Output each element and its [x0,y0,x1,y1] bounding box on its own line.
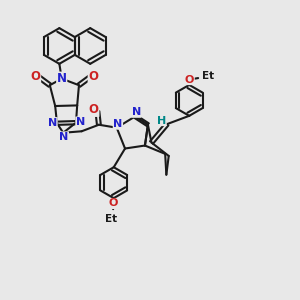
Text: O: O [88,70,98,83]
Text: N: N [59,132,68,142]
Text: Et: Et [202,71,214,81]
Text: O: O [109,199,118,208]
Text: N: N [57,72,67,85]
Text: N: N [48,118,57,128]
Text: N: N [113,119,122,129]
Text: O: O [185,75,194,85]
Text: N: N [76,117,85,127]
Text: N: N [132,107,141,117]
Text: O: O [89,103,99,116]
Text: Et: Et [105,214,117,224]
Text: O: O [31,70,40,83]
Text: H: H [157,116,166,126]
